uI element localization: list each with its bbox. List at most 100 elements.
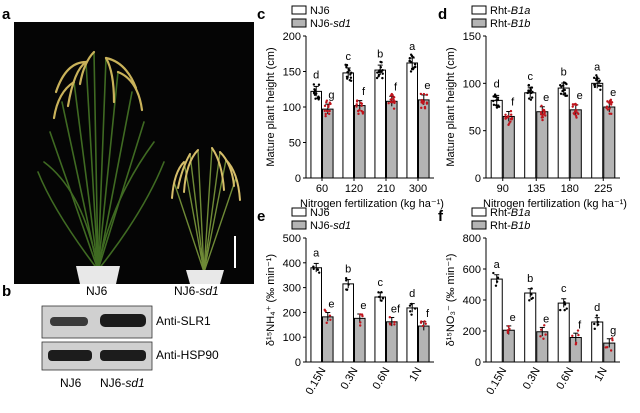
data-point-c <box>419 92 423 96</box>
data-point-f <box>492 271 495 275</box>
data-point-d <box>609 99 612 102</box>
data-point-c <box>323 104 327 108</box>
data-point-e <box>377 291 380 294</box>
plant-photo <box>14 22 254 284</box>
data-point-d <box>492 103 496 107</box>
data-point-f <box>574 341 578 345</box>
data-point-d <box>542 109 545 113</box>
sig-letter-c: g <box>328 89 334 101</box>
bar-d-s1 <box>591 82 604 179</box>
data-point-d <box>597 84 600 87</box>
sig-letter-d: b <box>561 66 567 78</box>
legend-swatch-gray-d <box>471 18 487 28</box>
data-point-d <box>573 103 576 106</box>
bar-e-s2 <box>386 321 398 363</box>
sig-letter-d: d <box>494 79 500 91</box>
data-point-d <box>527 83 531 87</box>
sig-letter-c: b <box>377 48 383 60</box>
y-tick-label-e: 500 <box>283 233 301 245</box>
data-point-c <box>325 101 328 104</box>
x-tick-label-f: 0.6N <box>554 365 576 391</box>
data-point-f <box>530 287 533 290</box>
data-point-e <box>389 323 392 326</box>
sig-letter-c: e <box>424 80 430 92</box>
data-point-c <box>379 60 382 64</box>
y-axis-label-c: Mature plant height (cm) <box>265 47 277 166</box>
y-tick-label-c: 200 <box>283 31 301 43</box>
data-point-e <box>312 267 315 271</box>
x-tick-label-f: 1N <box>592 365 609 383</box>
y-tick-label-c: 100 <box>283 102 301 114</box>
data-point-f <box>542 337 545 340</box>
x-tick-label-d: 225 <box>594 183 612 195</box>
data-point-c <box>349 76 353 79</box>
data-point-d <box>605 105 609 108</box>
data-point-c <box>381 69 384 72</box>
data-point-f <box>593 327 596 331</box>
data-point-d <box>506 115 510 119</box>
sig-letter-f: a <box>494 259 501 271</box>
legend-label-2-d: Rht-B1b <box>490 18 530 30</box>
x-axis-label-d: Nitrogen fertilization (kg ha⁻¹) <box>483 198 627 210</box>
bar-f-s1 <box>490 278 503 363</box>
y-axis-label-d: Mature plant height (cm) <box>445 47 457 166</box>
legend-label-2-f-italic: B1b <box>511 220 531 232</box>
legend-swatch-gray-f <box>471 220 487 230</box>
plant-label-right-italic: sd1 <box>199 284 219 298</box>
data-point-e <box>413 307 417 310</box>
data-point-c <box>387 101 390 105</box>
bar-c-s2 <box>322 108 334 179</box>
data-point-e <box>345 279 348 282</box>
data-point-c <box>325 109 329 113</box>
data-point-e <box>388 315 392 319</box>
data-point-c <box>410 60 413 64</box>
bar-c-s1 <box>374 69 387 179</box>
sig-letter-e: ef <box>391 304 401 316</box>
data-point-d <box>606 108 609 111</box>
data-point-d <box>509 113 513 116</box>
data-point-d <box>505 116 508 120</box>
data-point-d <box>529 86 532 90</box>
data-point-e <box>347 283 350 286</box>
data-point-c <box>345 65 348 69</box>
data-point-d <box>610 101 614 104</box>
data-point-c <box>356 109 360 113</box>
bar-e-s1 <box>406 307 419 363</box>
data-point-d <box>563 92 567 95</box>
data-point-e <box>408 304 412 307</box>
data-point-d <box>495 99 498 102</box>
y-tick-label-e: 400 <box>283 258 301 270</box>
bar-e-s1 <box>342 283 355 363</box>
x-tick-label-d: 135 <box>527 183 545 195</box>
y-axis-label-e: δ¹⁵NH₄⁺ (‰ min⁻¹) <box>265 254 277 346</box>
data-point-d <box>508 122 511 125</box>
data-point-f <box>530 297 533 301</box>
band-hsp90-nj6 <box>48 350 92 361</box>
data-point-d <box>497 104 500 107</box>
data-point-c <box>324 114 327 118</box>
data-point-e <box>410 313 413 316</box>
data-point-c <box>346 71 349 74</box>
data-point-d <box>571 103 575 106</box>
data-point-c <box>392 98 395 102</box>
panel-label-d: d <box>438 6 448 23</box>
data-point-e <box>380 291 383 294</box>
legend-swatch-gray-e <box>291 220 307 230</box>
x-tick-label-e: 0.15N <box>304 365 329 396</box>
legend-label-1-d-prefix: Rht- <box>490 5 511 17</box>
legend-label-1-f: Rht-B1a <box>490 207 530 219</box>
data-point-c <box>324 112 327 116</box>
data-point-f <box>611 339 614 342</box>
data-point-e <box>328 314 332 317</box>
bar-c-s2 <box>386 100 398 179</box>
legend-swatch-gray-c <box>291 18 307 28</box>
sig-letter-e: c <box>377 277 383 289</box>
data-point-e <box>325 321 328 325</box>
bar-e-s2 <box>418 325 430 363</box>
data-point-d <box>575 116 578 119</box>
sig-letter-e: f <box>426 308 430 320</box>
legend-label-1-e: NJ6 <box>310 207 330 219</box>
data-point-c <box>357 112 360 116</box>
y-tick-label-c: 50 <box>289 138 301 150</box>
data-point-d <box>539 111 543 114</box>
